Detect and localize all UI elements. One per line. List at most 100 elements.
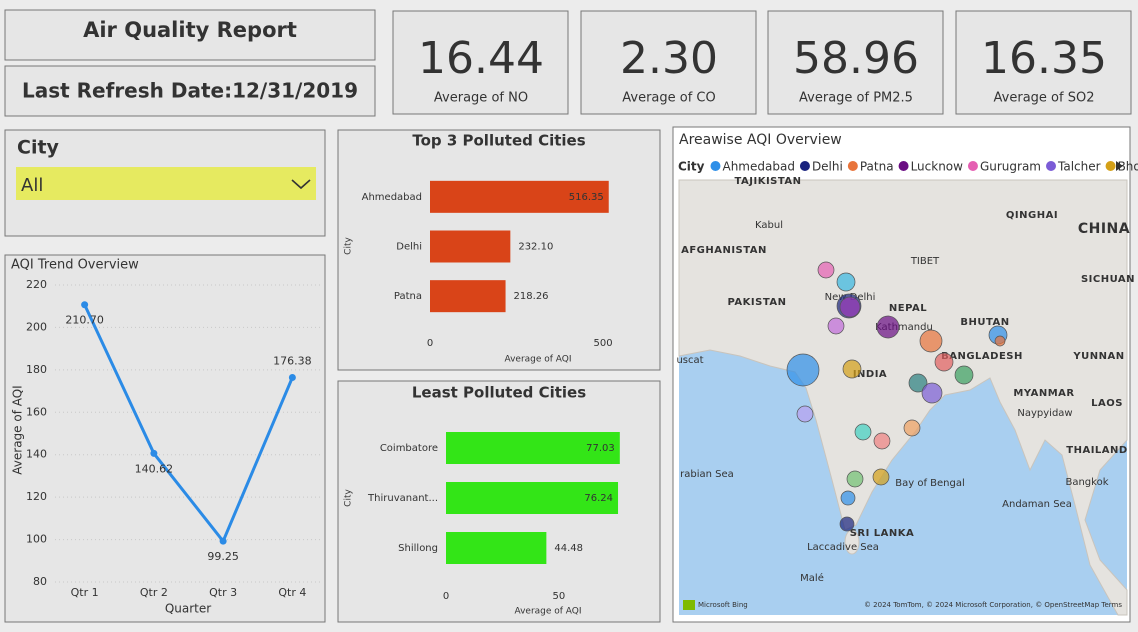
legend-swatch <box>898 161 909 171</box>
map-bubble[interactable] <box>836 272 856 292</box>
map-bubble[interactable] <box>903 419 921 437</box>
data-label: 140.62 <box>135 462 174 475</box>
legend-swatch <box>967 161 978 171</box>
map-bubble[interactable] <box>846 470 864 488</box>
data-label: 210.70 <box>65 314 104 327</box>
slicer-title: City <box>17 137 60 159</box>
map-label: THAILAND <box>1066 445 1127 456</box>
dropdown-chevron[interactable] <box>291 179 311 190</box>
kpi-card <box>580 10 757 115</box>
map-bubble[interactable] <box>934 352 954 372</box>
refresh-card <box>4 65 376 117</box>
map-bubble[interactable] <box>919 329 943 353</box>
y-axis-title: City <box>344 237 354 255</box>
map-bubble[interactable] <box>839 516 855 532</box>
kpi-card <box>392 10 569 115</box>
x-tick-label: 0 <box>443 591 449 602</box>
data-label: 76.24 <box>584 493 613 504</box>
legend-swatch <box>710 161 721 171</box>
map-label: BHUTAN <box>960 317 1009 328</box>
map-label: CHINA <box>1078 221 1130 237</box>
map-bubble[interactable] <box>827 317 845 335</box>
map-label: INDIA <box>853 369 887 380</box>
x-tick-label: 50 <box>552 591 565 602</box>
point <box>288 374 296 382</box>
map-bubble[interactable] <box>796 405 814 423</box>
map-label: Kabul <box>755 220 783 231</box>
map-bubble[interactable] <box>840 490 856 506</box>
slicer-dropdown[interactable] <box>16 167 316 200</box>
legend-label[interactable]: Bhopal <box>1118 160 1138 174</box>
y-tick-label: 120 <box>26 490 47 503</box>
legend-swatch <box>847 161 858 171</box>
x-axis-title: Average of AQI <box>504 355 571 365</box>
bing-logo <box>683 600 695 610</box>
map-bubble[interactable] <box>921 382 943 404</box>
legend-label[interactable]: Talcher <box>1057 160 1101 174</box>
bar <box>430 280 506 313</box>
data-label: 44.48 <box>554 543 583 554</box>
map-bubble[interactable] <box>954 365 974 385</box>
map-bubble[interactable] <box>817 261 835 279</box>
data-label: 77.03 <box>586 443 615 454</box>
y-tick-label: Shillong <box>398 543 438 554</box>
kpi-label: Average of NO <box>434 91 528 106</box>
title-card <box>4 9 376 61</box>
x-tick-label: Qtr 4 <box>278 586 306 599</box>
map-bubble[interactable] <box>872 468 890 486</box>
y-tick-label: 80 <box>33 575 47 588</box>
map-label: Naypyidaw <box>1017 408 1072 419</box>
y-tick-label: 140 <box>26 448 47 461</box>
y-tick-label: 200 <box>26 320 47 333</box>
legend-label[interactable]: Patna <box>860 160 894 174</box>
kpi-card <box>767 10 944 115</box>
map-bubble[interactable] <box>786 353 820 387</box>
kpi-card <box>955 10 1132 115</box>
y-tick-label: 160 <box>26 405 47 418</box>
point <box>219 537 227 545</box>
map-label: MYANMAR <box>1013 388 1074 399</box>
legend-swatch <box>1105 161 1116 171</box>
x-axis-title: Average of AQI <box>514 607 581 617</box>
x-axis-title: Quarter <box>165 602 211 616</box>
point <box>81 301 89 309</box>
bar <box>446 432 620 464</box>
map-bubble[interactable] <box>842 359 862 379</box>
map-bubble[interactable] <box>908 373 928 393</box>
slicer-selection[interactable]: All <box>21 175 43 196</box>
map-title: Areawise AQI Overview <box>679 132 842 148</box>
chart-title: AQI Trend Overview <box>11 258 139 273</box>
map-label: TAJIKISTAN <box>734 176 801 187</box>
map-bubble[interactable] <box>994 335 1006 347</box>
legend-label[interactable]: Ahmedabad <box>722 160 794 174</box>
map-bubble[interactable] <box>839 296 861 318</box>
map-label: BANGLADESH <box>941 351 1023 362</box>
map-bubble[interactable] <box>873 432 891 450</box>
legend-scroll[interactable] <box>1116 161 1123 171</box>
map-bubble[interactable] <box>854 423 872 441</box>
map-label: AFGHANISTAN <box>681 245 767 256</box>
y-tick-label: Patna <box>394 291 422 302</box>
line <box>83 304 294 545</box>
map-label: Andaman Sea <box>1002 499 1072 510</box>
kpi-value: 2.30 <box>620 33 718 84</box>
x-tick-label: Qtr 2 <box>140 586 168 599</box>
report-title: Air Quality Report <box>83 18 297 42</box>
kpi-label: Average of CO <box>622 91 716 106</box>
kpi-label: Average of PM2.5 <box>799 91 913 106</box>
x-tick-label: Qtr 3 <box>209 586 237 599</box>
map-label: SICHUAN <box>1081 274 1135 285</box>
legend-swatch <box>799 161 810 171</box>
map-label: QINGHAI <box>1006 210 1058 221</box>
kpi-value: 16.35 <box>981 33 1107 84</box>
legend-label[interactable]: Lucknow <box>911 160 964 174</box>
map-label: Kathmandu <box>875 322 933 333</box>
point <box>150 449 158 457</box>
legend-swatch <box>1046 161 1056 171</box>
data-label: 232.10 <box>518 242 553 253</box>
bar <box>446 532 547 564</box>
legend-label[interactable]: Gurugram <box>980 160 1041 174</box>
map-bubble[interactable] <box>876 315 900 339</box>
legend-label[interactable]: Delhi <box>812 160 843 174</box>
map-label: PAKISTAN <box>728 297 787 308</box>
